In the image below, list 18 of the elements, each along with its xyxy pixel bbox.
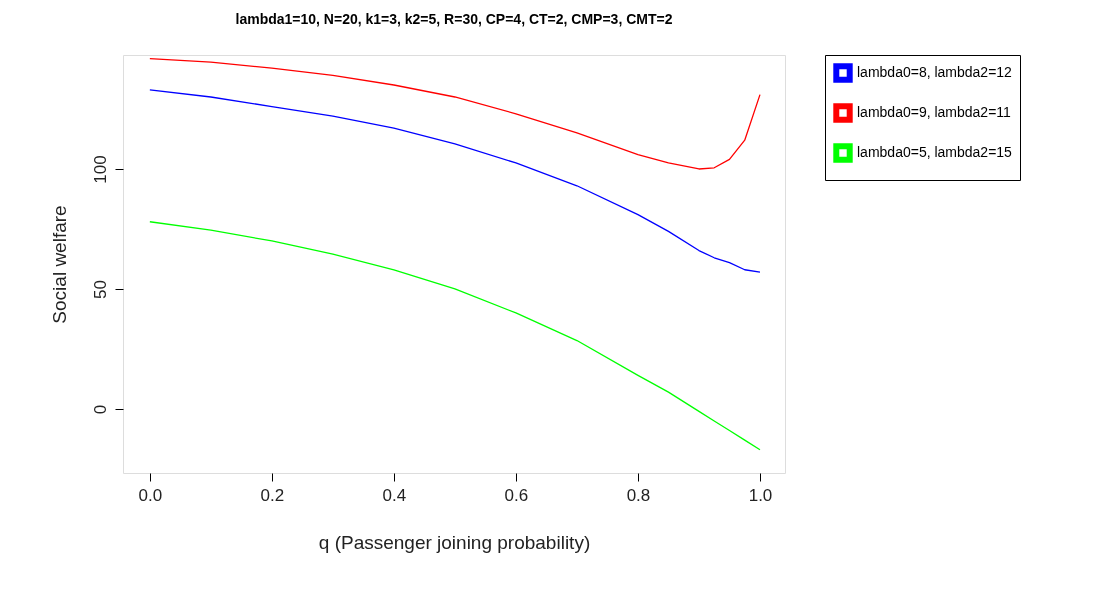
y-axis-title: Social welfare bbox=[48, 205, 70, 324]
chart-title: lambda1=10, N=20, k1=3, k2=5, R=30, CP=4, CT=2, CMP=3, CMT=2 bbox=[235, 10, 673, 27]
x-tick-label: 1.0 bbox=[748, 485, 773, 505]
x-tick-label: 0.6 bbox=[504, 485, 529, 505]
line-series bbox=[149, 57, 761, 170]
legend-label: lambda0=9, lambda2=11 bbox=[857, 104, 1012, 120]
x-tick-label: 0.8 bbox=[626, 485, 651, 505]
x-tick-label: 0.2 bbox=[260, 485, 285, 505]
x-axis-title: q (Passenger joining probability) bbox=[318, 531, 591, 553]
legend-label: lambda0=8, lambda2=12 bbox=[857, 64, 1013, 80]
y-tick-label: 100 bbox=[90, 155, 110, 184]
y-tick-label: 50 bbox=[90, 279, 110, 299]
legend-label: lambda0=5, lambda2=15 bbox=[857, 144, 1013, 160]
line-series bbox=[149, 89, 761, 273]
y-tick-label: 0 bbox=[90, 404, 110, 415]
x-tick-label: 0.4 bbox=[382, 485, 407, 505]
x-tick-label: 0.0 bbox=[138, 485, 163, 505]
line-series bbox=[149, 221, 761, 451]
